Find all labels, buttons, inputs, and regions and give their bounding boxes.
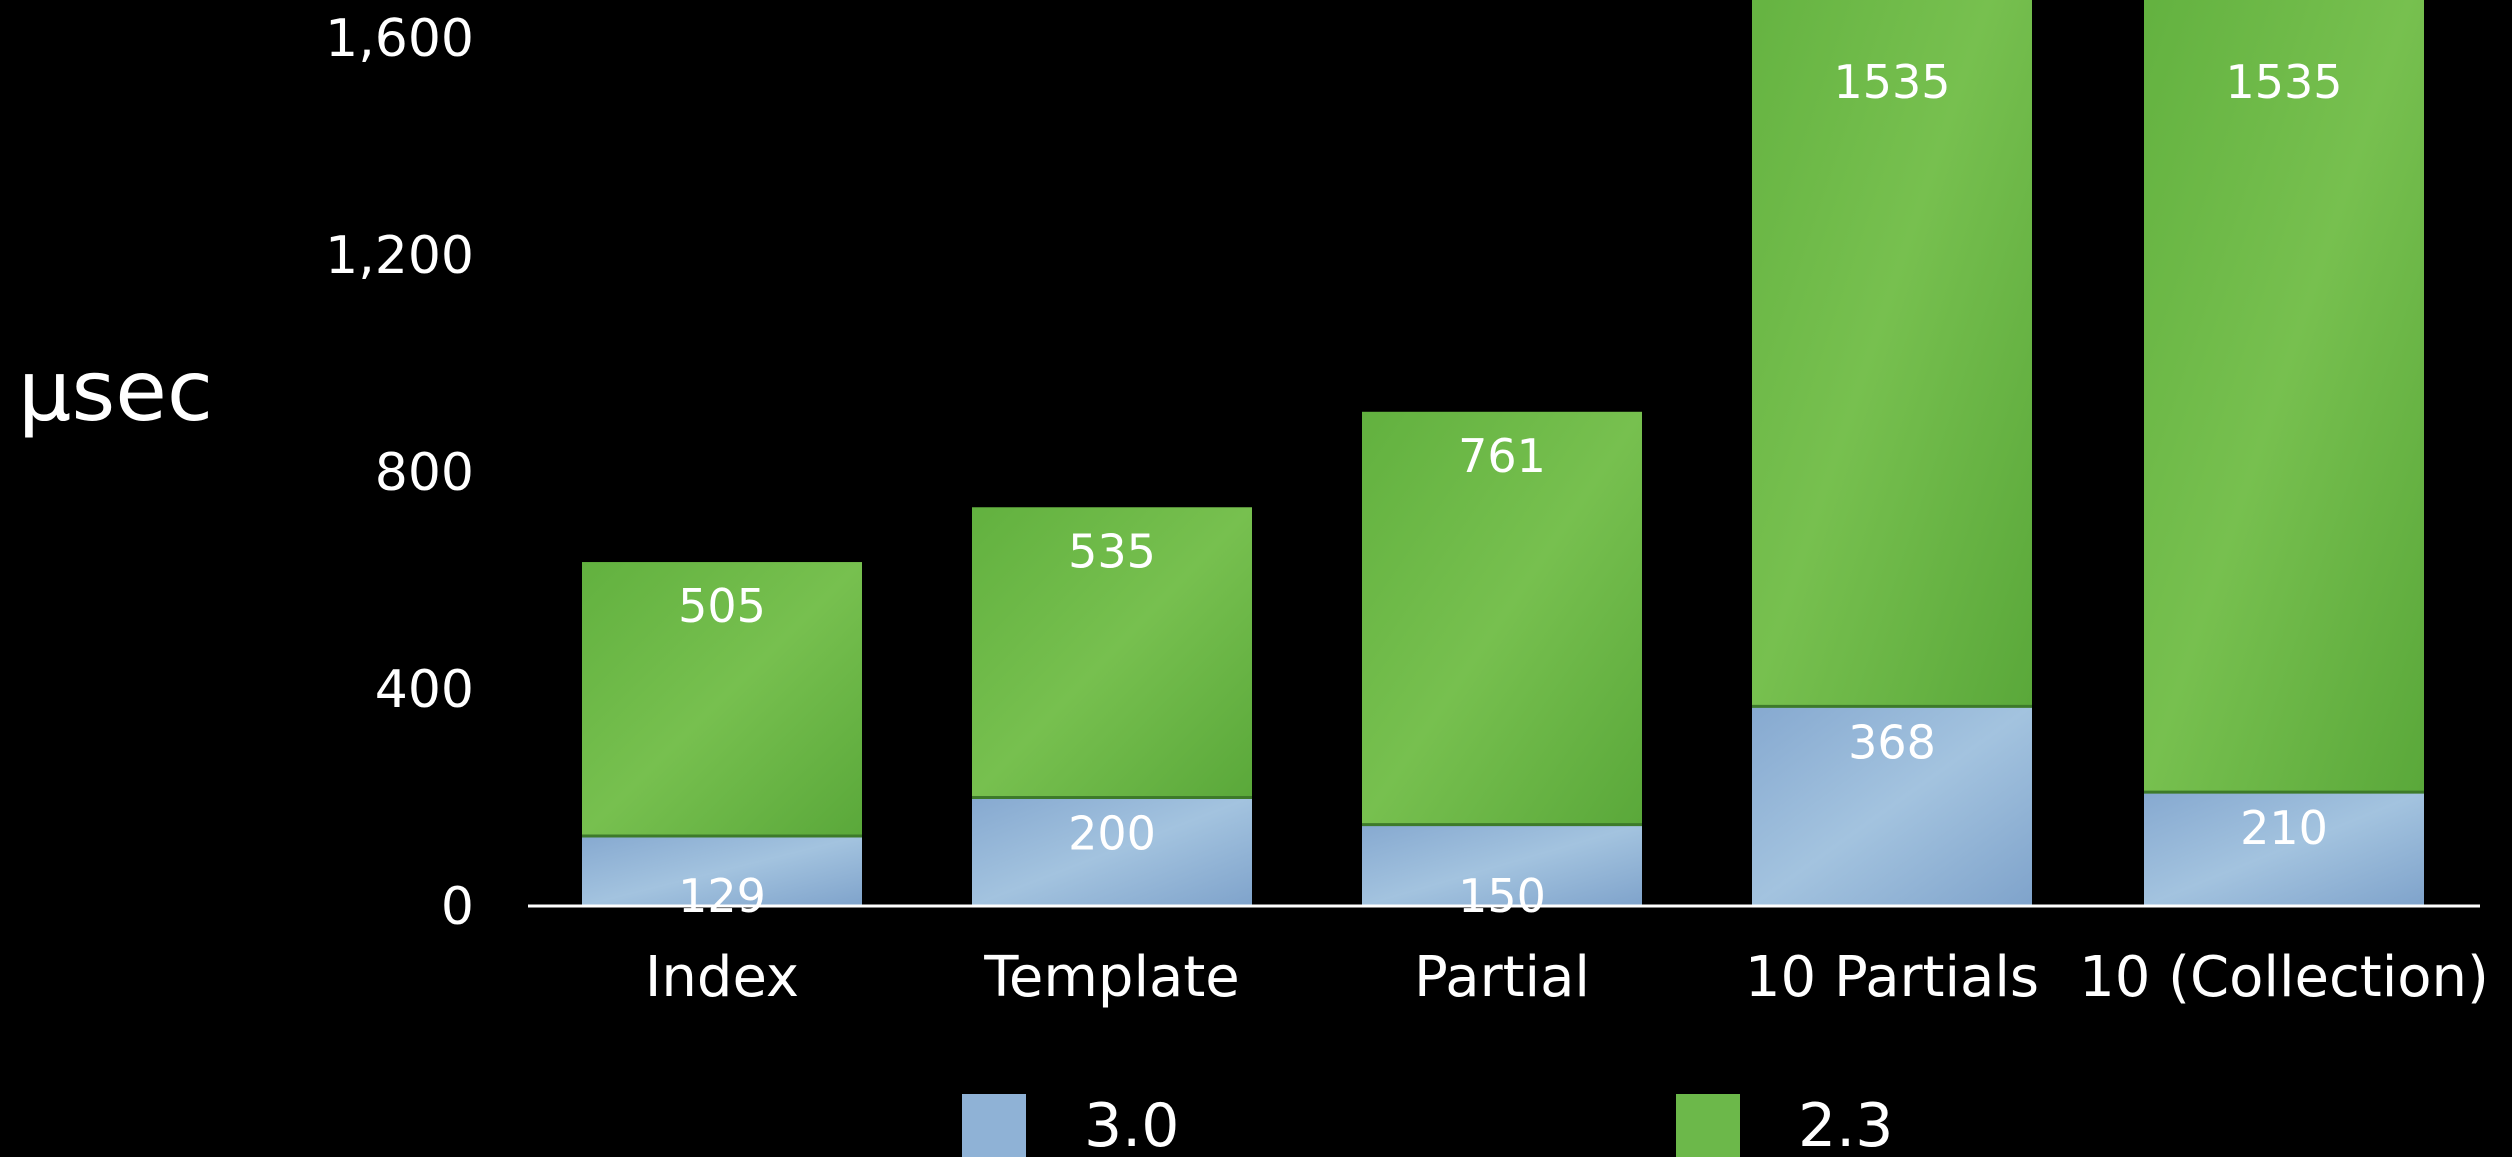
y-tick-label: 400 [375,660,474,720]
x-category-label: Partial [1414,945,1590,1010]
bar-segment-2-3 [582,562,862,837]
legend-swatch [962,1094,1026,1157]
bar-segment-3-0 [1362,824,1642,906]
data-label: 200 [1068,807,1156,861]
y-tick-label: 800 [375,443,474,503]
y-tick-label: 1,200 [325,226,474,286]
data-label: 535 [1068,524,1156,578]
bar-segment-2-3 [972,507,1252,798]
y-tick-label: 1,600 [325,9,474,69]
bar-segment-3-0 [2144,792,2424,906]
legend-swatch [1676,1094,1740,1157]
bar-segment-2-3 [1362,411,1642,825]
bar-segment-3-0 [972,797,1252,906]
data-label: 210 [2240,801,2328,855]
legend-label: 2.3 [1798,1091,1893,1157]
bar-segment-3-0 [582,836,862,906]
x-category-label: Index [645,945,799,1010]
bars: 129 505 200 535 150 761 368 1535 210 1535 [582,0,2424,923]
y-tick-label: 0 [441,877,474,937]
bar-segment-2-3 [1752,0,2032,707]
data-label: 129 [678,869,766,923]
data-label: 761 [1458,429,1546,483]
bar-segment-2-3 [2144,0,2424,793]
data-label: 1535 [2225,55,2342,109]
y-axis-label: µsec [18,342,213,440]
x-category-label: 10 Partials [1745,945,2039,1010]
x-category-labels: Index Template Partial 10 Partials 10 (Colle… [645,945,2489,1010]
legend-label: 3.0 [1084,1091,1179,1157]
bar-segment-3-0 [1752,706,2032,906]
x-category-label: Template [983,945,1240,1010]
y-tick-labels: 0 400 800 1,200 1,600 [325,9,474,937]
data-label: 505 [678,579,766,633]
data-label: 150 [1458,869,1546,923]
legend: 3.0 2.3 [962,1091,1893,1157]
data-label: 1535 [1833,55,1950,109]
data-label: 368 [1848,715,1936,769]
x-category-label: 10 (Collection) [2079,945,2489,1010]
